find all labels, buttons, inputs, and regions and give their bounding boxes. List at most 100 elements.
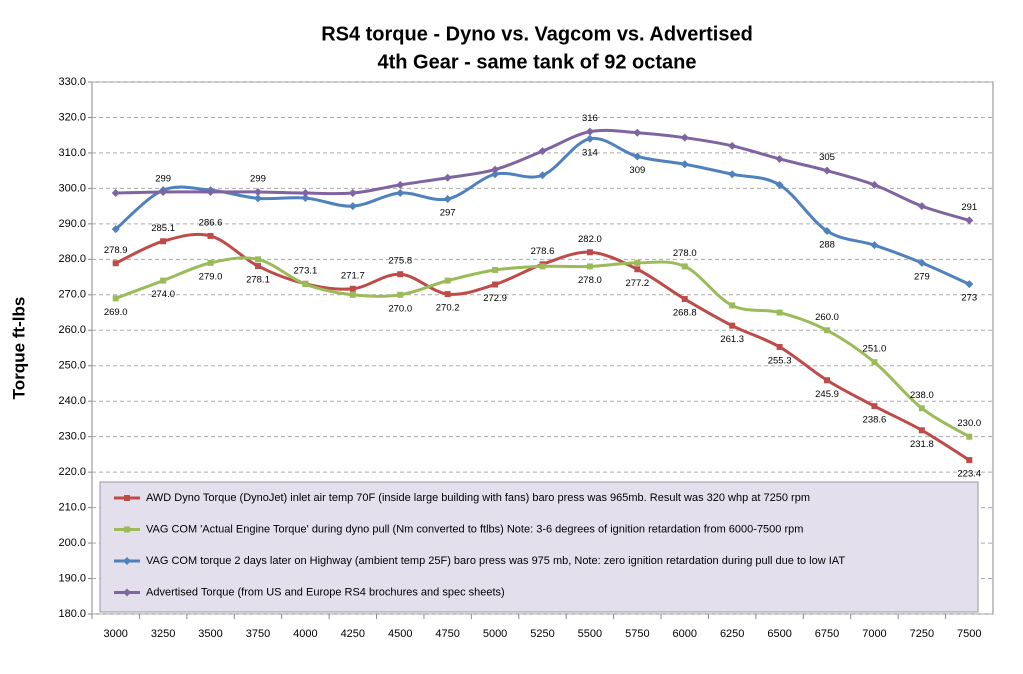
data-label: 271.7 — [341, 270, 365, 281]
x-tick-label: 7000 — [862, 628, 886, 640]
point — [538, 171, 547, 180]
point — [775, 180, 784, 189]
point — [824, 327, 831, 334]
point — [491, 170, 500, 179]
point — [729, 302, 736, 309]
point — [965, 216, 974, 225]
point — [112, 295, 119, 302]
legend-label: VAG COM torque 2 days later on Highway (… — [146, 555, 845, 567]
data-label: 285.1 — [151, 223, 175, 234]
point — [966, 433, 973, 440]
data-label: 269.0 — [104, 307, 128, 318]
data-label: 272.9 — [483, 293, 507, 304]
point — [634, 266, 641, 273]
point — [824, 377, 831, 384]
point — [775, 154, 784, 163]
legend-marker — [124, 495, 130, 501]
data-label: 279 — [914, 271, 930, 282]
point — [301, 189, 310, 198]
x-tick-label: 6000 — [673, 628, 697, 640]
data-label: 278.9 — [104, 245, 128, 256]
point — [253, 187, 262, 196]
data-label: 297 — [440, 208, 456, 219]
point — [112, 260, 119, 267]
data-label: 275.8 — [388, 256, 412, 267]
data-label: 273.1 — [294, 265, 318, 276]
data-label: 291 — [961, 202, 977, 213]
point — [776, 343, 783, 350]
y-tick-label: 290.0 — [58, 218, 86, 230]
y-tick-label: 210.0 — [58, 502, 86, 514]
data-label: 231.8 — [910, 439, 934, 450]
point — [871, 359, 878, 366]
point — [302, 281, 309, 288]
point — [538, 147, 547, 156]
y-axis-label: Torque ft-lbs — [9, 297, 28, 400]
x-tick-label: 4500 — [388, 628, 412, 640]
point — [396, 189, 405, 198]
point — [680, 160, 689, 169]
point — [728, 141, 737, 150]
x-tick-label: 3000 — [103, 628, 127, 640]
point — [254, 263, 261, 270]
point — [207, 259, 214, 266]
x-tick-label: 3750 — [246, 628, 270, 640]
legend-label: Advertised Torque (from US and Europe RS… — [146, 586, 505, 598]
point — [823, 226, 832, 235]
point — [776, 309, 783, 316]
point — [634, 259, 641, 266]
data-label: 238.0 — [910, 390, 934, 401]
point — [918, 427, 925, 434]
data-label: 278.1 — [246, 275, 270, 286]
chart-title: RS4 torque - Dyno vs. Vagcom vs. Adverti… — [321, 23, 753, 45]
point — [823, 166, 832, 175]
x-tick-label: 7500 — [957, 628, 981, 640]
data-label: 270.2 — [436, 303, 460, 314]
x-tick-label: 5750 — [625, 628, 649, 640]
data-label: 255.3 — [768, 355, 792, 366]
point — [160, 238, 167, 245]
point — [729, 322, 736, 329]
x-tick-label: 3250 — [151, 628, 175, 640]
x-tick-label: 3500 — [198, 628, 222, 640]
point — [206, 187, 215, 196]
x-tick-label: 6250 — [720, 628, 744, 640]
data-label: 273 — [961, 293, 977, 304]
point — [443, 195, 452, 204]
point — [254, 256, 261, 263]
point — [966, 457, 973, 464]
y-tick-label: 240.0 — [58, 395, 86, 407]
data-label: 278.0 — [578, 275, 602, 286]
data-label: 268.8 — [673, 308, 697, 319]
x-tick-label: 7250 — [910, 628, 934, 640]
data-label: 223.4 — [957, 469, 981, 480]
x-tick-label: 4750 — [435, 628, 459, 640]
y-tick-label: 300.0 — [58, 182, 86, 194]
y-tick-label: 190.0 — [58, 572, 86, 584]
point — [633, 152, 642, 161]
point — [111, 189, 120, 198]
y-tick-label: 310.0 — [58, 147, 86, 159]
point — [444, 291, 451, 298]
data-label: 251.0 — [863, 344, 887, 355]
data-label: 316 — [582, 113, 598, 124]
point — [396, 180, 405, 189]
point — [870, 241, 879, 250]
data-label: 274.0 — [151, 289, 175, 300]
point — [111, 225, 120, 234]
data-label: 278.6 — [531, 246, 555, 257]
point — [917, 258, 926, 267]
data-label: 299 — [250, 173, 266, 184]
y-tick-label: 200.0 — [58, 537, 86, 549]
point — [539, 263, 546, 270]
x-tick-label: 5250 — [530, 628, 554, 640]
data-label: 260.0 — [815, 312, 839, 323]
x-tick-label: 4250 — [341, 628, 365, 640]
data-label: 238.6 — [863, 415, 887, 426]
point — [444, 277, 451, 284]
point — [160, 277, 167, 284]
point — [681, 296, 688, 303]
point — [348, 189, 357, 198]
y-tick-label: 260.0 — [58, 324, 86, 336]
